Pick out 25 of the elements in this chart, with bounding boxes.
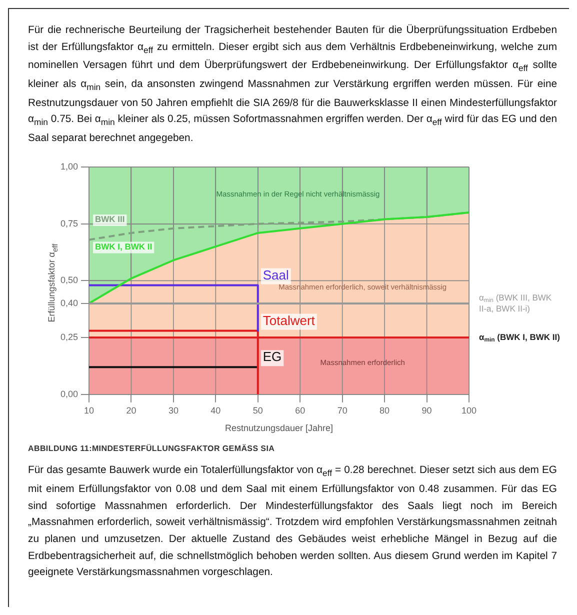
x-tick-label: 40 (210, 406, 221, 416)
x-tick-label: 100 (461, 406, 477, 416)
x-tick-label: 30 (168, 406, 178, 416)
y-tick-label: 1,00 (60, 162, 78, 172)
y-tick-label: 0,75 (60, 218, 78, 229)
series-label: Totalwert (262, 313, 316, 328)
text: ABBILDUNG 11:MINDESTERFÜLLUNGSFAKTOR GEMÄSS SIA (28, 444, 276, 454)
x-tick-label: 90 (422, 406, 432, 416)
x-tick-label: 70 (337, 406, 348, 416)
series-label: EG (262, 350, 282, 365)
x-tick-label: 80 (380, 406, 390, 416)
text: Für das gesamte Bauwerk wurde ein Totalerfüllungsfaktor von α$_{eff}$ = 0.28 berechnet. Dieser setzt sich aus dem EG mit einem Erfüllungsfaktor von 0.08 und dem Saal mit einem Erfüllungsfaktor von 0.48 zusammen. Für das EG sind sofortige Massnahmen erforderlich. Der Mindesterfüllungsfaktor des Saals liegt noch im Bereich „Massnahmen erforderlich, soweit verhältnismässig“. Trotzdem wird empfohlen Verstärkungsmassnahmen zeitnah zu planen und umzusetzen. Der aktuelle Zustand des Gebäudes weist erhebliche Mängel in Bezug auf die Erdbebentragsicherheit auf, die schnellstmöglich behoben werden sollten. Aus diesem Grund werden im Kapitel 7 geeignete Verstärkungsmassnahmen vorgeschlagen. (28, 465, 557, 578)
y-tick-label: 0,50 (60, 276, 78, 286)
x-tick-label: 10 (84, 406, 94, 416)
series-label: BWK III (95, 214, 125, 225)
x-tick-label: 20 (126, 406, 136, 416)
series-label: BWK I, BWK II (95, 242, 152, 252)
y-tick-label: 0,25 (60, 332, 78, 343)
x-axis-title: Restnutzungsdauer [Jahre] (224, 424, 334, 434)
y-tick-label: 0,40 (60, 298, 78, 308)
x-tick-label: 60 (295, 406, 306, 416)
text: Für die rechnerische Beurteilung der Tragsicherheit bestehender Bauten für die Überprüfungssituation Erdbeben ist der Erfüllungsfaktor α$_{eff}$ zu ermitteln. Dieser ergibt sich aus dem Verhältnis Erdbebeneinwirkung, welche zum nominellen Versagen führt und dem Überprüfungswert der Erdbebeneinwirkung. Der Erfüllungsfaktor α$_{eff}$ sollte kleiner als α$_{min}$ sein, da ansonsten zwingend Massnahmen zur Verstärkung ergriffen werden müssen. Für eine Restnutzungsdauer von 50 Jahren empfiehlt die SIA 269/8 für die Bauwerksklasse II einen Mindesterfüllungsfaktor α$_{min}$ 0.75. Bei α$_{min}$ kleiner als 0.25, müssen Sofortmassnahmen ergriffen werden. Der α$_{eff}$ wird für das EG und den Saal separat berechnet angegeben. (28, 25, 558, 144)
x-tick-label: 50 (252, 406, 263, 416)
series-label: Saal (262, 268, 290, 283)
y-tick-label: 0,00 (60, 389, 78, 400)
